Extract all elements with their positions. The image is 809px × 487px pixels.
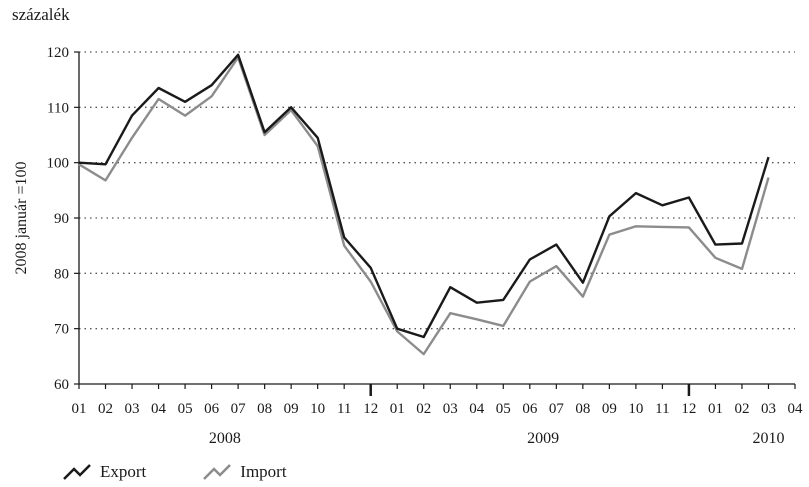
- x-tick-label-10: 11: [337, 401, 351, 417]
- y-tick-label-100: 100: [47, 156, 70, 172]
- y-tick-label-70: 70: [54, 322, 69, 338]
- series-line-import: [78, 56, 770, 356]
- legend-item-import: Import: [202, 462, 287, 482]
- legend: Export Import: [62, 462, 287, 482]
- x-tick-label-20: 09: [602, 401, 617, 417]
- legend-swatch-export: [63, 464, 91, 480]
- y-tick-label-60: 60: [54, 377, 69, 393]
- x-tick-label-18: 07: [549, 401, 565, 417]
- unit-label: százalék: [12, 5, 70, 24]
- x-tick-label-4: 05: [178, 401, 193, 417]
- legend-item-export: Export: [62, 462, 146, 482]
- series-line-export: [78, 53, 770, 339]
- x-tick-label-8: 09: [284, 401, 299, 417]
- x-tick-label-6: 07: [231, 401, 247, 417]
- x-tick-label-27: 04: [788, 401, 804, 417]
- x-tick-label-9: 10: [310, 401, 325, 417]
- x-tick-label-1: 02: [98, 401, 113, 417]
- y-tick-label-110: 110: [47, 100, 69, 116]
- year-label-2010: 2010: [752, 430, 784, 447]
- x-tick-label-19: 08: [575, 401, 590, 417]
- x-tick-label-21: 10: [628, 401, 643, 417]
- x-tick-label-5: 06: [204, 401, 220, 417]
- y-tick-label-80: 80: [54, 266, 69, 282]
- year-label-2008: 2008: [209, 430, 241, 447]
- x-tick-label-26: 03: [761, 401, 776, 417]
- legend-label-import: Import: [240, 462, 287, 481]
- y-tick-label-120: 120: [47, 45, 70, 61]
- x-tick-label-7: 08: [257, 401, 272, 417]
- x-tick-label-15: 04: [469, 401, 485, 417]
- x-tick-label-11: 12: [363, 401, 378, 417]
- x-tick-label-22: 11: [655, 401, 669, 417]
- x-tick-label-0: 01: [72, 401, 87, 417]
- x-tick-label-3: 04: [151, 401, 167, 417]
- x-tick-label-24: 01: [708, 401, 723, 417]
- x-tick-label-25: 02: [734, 401, 749, 417]
- y-axis-title: 2008 január =100: [13, 162, 30, 275]
- x-tick-label-12: 01: [390, 401, 405, 417]
- x-tick-label-14: 03: [443, 401, 458, 417]
- y-tick-label-90: 90: [54, 211, 69, 227]
- x-tick-label-13: 02: [416, 401, 431, 417]
- line-chart: 60 70 80 90 100 110 120 01 02 03 04 05 06 07 08 09 10 11 1…: [13, 45, 804, 447]
- legend-swatch-import: [203, 464, 232, 480]
- x-tick-label-16: 05: [496, 401, 511, 417]
- x-tick-label-23: 12: [681, 401, 696, 417]
- year-label-2009: 2009: [527, 430, 559, 447]
- legend-label-export: Export: [100, 462, 147, 481]
- x-tick-label-2: 03: [125, 401, 140, 417]
- x-tick-label-17: 06: [522, 401, 538, 417]
